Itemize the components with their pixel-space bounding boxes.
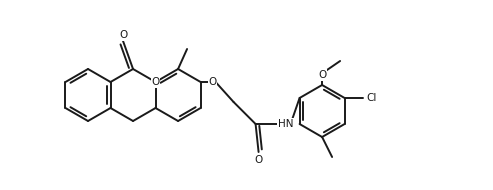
Text: O: O xyxy=(151,77,160,87)
Text: O: O xyxy=(209,77,217,87)
Text: Cl: Cl xyxy=(366,93,377,103)
Text: O: O xyxy=(119,30,127,40)
Text: O: O xyxy=(318,70,326,80)
Text: HN: HN xyxy=(278,119,293,129)
Text: O: O xyxy=(254,155,263,165)
